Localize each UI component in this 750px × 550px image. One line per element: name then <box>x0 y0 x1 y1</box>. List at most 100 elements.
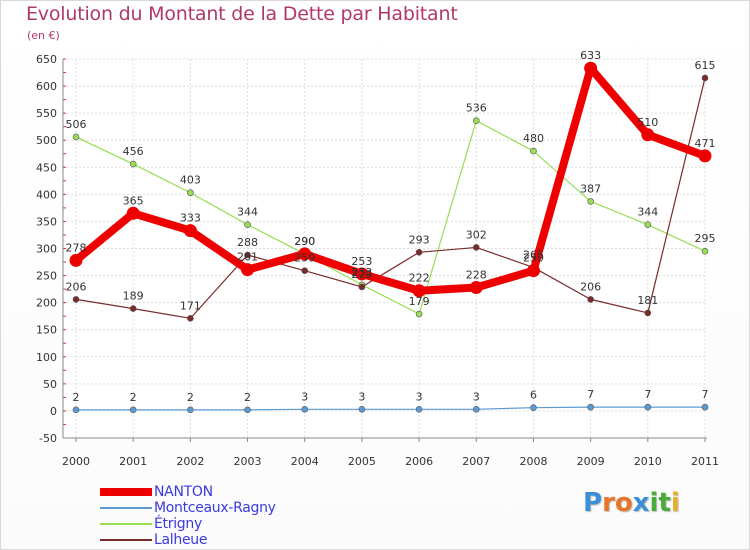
axis-layer: -50 0 50 100 150 200 250 300 350 400 450 500 550 600 6… <box>36 53 719 468</box>
y-tick-label: 300 <box>36 243 57 256</box>
y-tick-label: 50 <box>43 378 57 391</box>
data-label: 6 <box>530 389 537 402</box>
data-point <box>244 251 251 259</box>
data-point <box>187 315 194 322</box>
data-point <box>241 263 255 277</box>
data-point <box>530 147 537 155</box>
legend-swatch <box>100 539 152 541</box>
series-layer <box>69 61 712 414</box>
data-point <box>641 128 655 142</box>
data-label: 179 <box>409 295 430 308</box>
data-label: 233 <box>351 266 372 279</box>
x-tick-label: 2010 <box>634 455 662 468</box>
data-point <box>415 406 423 413</box>
data-label: 3 <box>301 390 308 403</box>
data-label: 333 <box>180 212 201 225</box>
y-tick-label: 450 <box>36 161 57 174</box>
legend-swatch <box>100 488 152 496</box>
data-label: 290 <box>294 235 315 248</box>
data-point <box>587 403 594 411</box>
data-point <box>298 247 312 261</box>
data-label: 480 <box>523 132 544 145</box>
data-label: 344 <box>237 206 258 219</box>
data-label: 344 <box>637 206 658 219</box>
data-label: 206 <box>66 280 87 293</box>
data-label: 615 <box>695 59 716 72</box>
data-point <box>301 267 309 274</box>
data-point <box>358 283 366 291</box>
data-label: 536 <box>466 102 487 115</box>
series-line--trigny <box>75 120 706 315</box>
y-tick-label: 550 <box>36 107 57 120</box>
legend-swatch <box>100 507 152 509</box>
legend-label: Lalheue <box>154 532 208 548</box>
x-tick-label: 2002 <box>176 455 204 468</box>
data-point <box>472 406 480 413</box>
data-point <box>526 264 540 278</box>
data-label: 206 <box>580 280 601 293</box>
x-tick-label: 2007 <box>462 455 490 468</box>
x-tick-label: 2004 <box>291 455 319 468</box>
data-label: 456 <box>123 145 144 158</box>
data-point <box>644 309 652 317</box>
x-tick-label: 2000 <box>62 455 90 468</box>
data-label: 253 <box>351 255 372 268</box>
y-tick-label: 350 <box>36 215 57 228</box>
legend-label: Étrigny <box>154 516 202 532</box>
data-label: 2 <box>244 391 251 404</box>
chart-subtitle: (en €) <box>27 29 60 42</box>
data-point <box>187 189 194 197</box>
data-label: 290 <box>294 235 315 248</box>
data-label: 387 <box>580 182 601 195</box>
y-tick-label: 200 <box>36 297 57 310</box>
data-point <box>587 198 594 205</box>
data-label: 403 <box>180 174 201 187</box>
data-label: 2 <box>73 391 80 404</box>
data-label: 7 <box>644 388 651 401</box>
data-label: 259 <box>523 252 544 265</box>
data-label: 2 <box>187 391 194 404</box>
data-point <box>644 403 652 411</box>
data-point <box>472 244 480 251</box>
data-label: 3 <box>358 390 365 403</box>
data-label: 7 <box>587 388 594 401</box>
data-label: 633 <box>580 49 601 62</box>
data-label: 510 <box>637 116 658 129</box>
series-line-nanton <box>72 64 709 295</box>
y-tick-label: -50 <box>39 432 57 445</box>
data-point <box>187 406 194 414</box>
legend-swatch <box>100 523 152 525</box>
series-line-montceaux-ragny <box>75 406 706 411</box>
data-point <box>72 133 80 141</box>
logo-letter: i <box>670 488 680 518</box>
data-point <box>415 310 423 318</box>
data-label: 3 <box>473 390 480 403</box>
legend-label: Montceaux-Ragny <box>154 500 276 516</box>
data-label: 471 <box>695 137 716 150</box>
data-point <box>587 296 594 303</box>
data-label: 506 <box>66 118 87 131</box>
y-tick-label: 650 <box>36 53 57 66</box>
logo-letter: o <box>614 488 633 518</box>
data-point <box>126 206 140 220</box>
data-point <box>701 247 709 255</box>
data-label: 302 <box>466 228 487 241</box>
data-label: 259 <box>294 252 315 265</box>
data-label: 222 <box>409 272 430 285</box>
data-point <box>355 267 369 281</box>
logo-letter: r <box>602 488 615 518</box>
y-tick-label: 500 <box>36 134 57 147</box>
data-point <box>358 406 366 413</box>
data-label: 229 <box>351 268 372 281</box>
y-tick-label: 100 <box>36 351 57 364</box>
data-label: 2 <box>130 391 137 404</box>
data-point <box>472 117 480 125</box>
data-label: 3 <box>416 390 423 403</box>
y-tick-label: 150 <box>36 324 57 337</box>
data-point <box>415 248 423 256</box>
data-label: 295 <box>695 232 716 245</box>
data-point <box>301 406 309 413</box>
data-point <box>701 403 709 411</box>
